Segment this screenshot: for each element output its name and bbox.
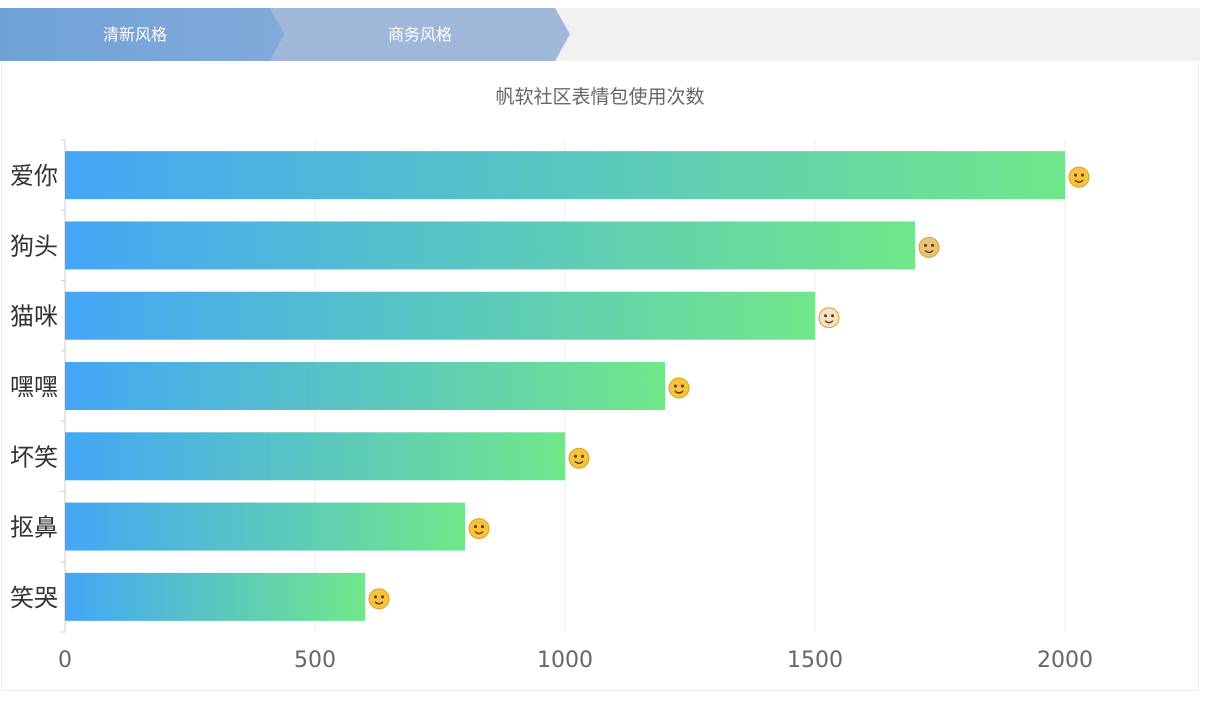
emoji-eye bbox=[931, 243, 934, 247]
category-label: 猫咪 bbox=[10, 303, 58, 331]
emoji-mouth bbox=[1074, 179, 1084, 183]
tab-business-style[interactable]: 商务风格 bbox=[270, 8, 570, 61]
emoji-eye bbox=[581, 454, 584, 458]
emoji-mouth bbox=[374, 601, 384, 605]
category-label: 坏笑 bbox=[10, 443, 58, 471]
emoji-mouth bbox=[924, 249, 934, 254]
tab-fresh-style[interactable]: 清新风格 bbox=[0, 8, 285, 61]
emoji-eye bbox=[474, 525, 477, 529]
x-tick-label: 0 bbox=[58, 648, 72, 673]
emoji-mouth bbox=[824, 320, 834, 324]
emoji-mouth bbox=[674, 390, 684, 394]
x-tick-label: 1500 bbox=[787, 648, 843, 673]
emoji-eye bbox=[681, 384, 684, 388]
laugh-cry-emoji-icon bbox=[368, 588, 390, 610]
bar[interactable] bbox=[65, 432, 565, 481]
bar[interactable] bbox=[65, 291, 815, 340]
category-label: 狗头 bbox=[10, 232, 58, 260]
emoji-eye bbox=[924, 243, 927, 247]
emoji-face bbox=[818, 307, 840, 329]
emoji-mouth bbox=[574, 460, 584, 464]
kiss-emoji-icon bbox=[1068, 166, 1090, 188]
bar[interactable] bbox=[65, 151, 1065, 200]
bar[interactable] bbox=[65, 572, 365, 621]
emoji-eye bbox=[481, 525, 484, 529]
category-label: 笑哭 bbox=[10, 584, 58, 612]
category-label: 爱你 bbox=[10, 162, 58, 190]
category-label: 嘿嘿 bbox=[10, 373, 58, 401]
grin-emoji-icon bbox=[568, 447, 590, 469]
emoji-face bbox=[568, 447, 590, 469]
emoji-eye bbox=[831, 314, 834, 318]
emoji-eye bbox=[574, 454, 577, 458]
bar[interactable] bbox=[65, 221, 915, 270]
pick-nose-emoji-icon bbox=[468, 518, 490, 540]
emoji-eye bbox=[674, 384, 677, 388]
emoji-eye bbox=[824, 314, 827, 318]
emoji-eye bbox=[374, 595, 377, 599]
emoji-mouth bbox=[474, 531, 484, 535]
category-label: 抠鼻 bbox=[10, 514, 58, 542]
x-tick-label: 2000 bbox=[1037, 648, 1093, 673]
cat-emoji-icon bbox=[818, 307, 840, 329]
x-tick-label: 500 bbox=[294, 648, 336, 673]
emoji-face bbox=[668, 377, 690, 399]
emoji-face bbox=[918, 236, 940, 258]
chart-title: 帆软社区表情包使用次数 bbox=[495, 86, 705, 108]
emoji-face bbox=[468, 518, 490, 540]
x-tick-label: 1000 bbox=[537, 648, 593, 673]
emoji-eye bbox=[1074, 173, 1077, 177]
emoji-eye bbox=[381, 595, 384, 599]
doge-emoji-icon bbox=[918, 236, 940, 258]
emoji-face bbox=[368, 588, 390, 610]
emoji-eye bbox=[1081, 173, 1084, 177]
emoji-face bbox=[1068, 166, 1090, 188]
bar[interactable] bbox=[65, 362, 665, 410]
style-tab-bar: 清新风格 商务风格 bbox=[0, 8, 1200, 61]
smile-emoji-icon bbox=[668, 377, 690, 399]
bar[interactable] bbox=[65, 502, 465, 551]
